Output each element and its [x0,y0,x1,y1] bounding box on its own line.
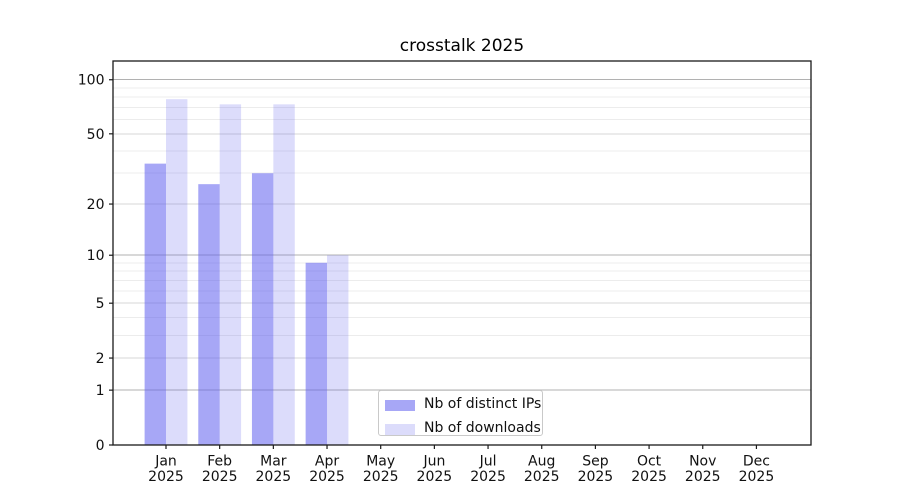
x-tick-label-month-jun: Jun [422,454,445,470]
legend: Nb of distinct IPs Nb of downloads [378,390,543,436]
gridlines-minor [113,87,811,336]
x-tick-label-year-nov: 2025 [685,469,721,485]
x-tick-label-year-sep: 2025 [578,469,614,485]
plot-border [112,60,812,446]
bar-mar-distinct-ips [251,173,274,446]
bar-jan-distinct-ips [144,163,166,445]
x-tick-label-month-may: May [366,454,395,470]
x-tick-label-month-nov: Nov [689,454,716,470]
y-tick-label-2: 2 [96,351,105,367]
x-tick-label-year-dec: 2025 [739,469,775,485]
x-axis: Jan2025Feb2025Mar2025Apr2025May2025Jun20… [148,445,774,485]
x-tick-label-month-oct: Oct [637,454,662,470]
x-tick-label-month-dec: Dec [743,454,770,470]
bar-feb-downloads [219,104,242,445]
y-tick-label-0: 0 [96,438,105,454]
legend-label-distinct-ips: Nb of distinct IPs [424,396,542,412]
x-tick-label-year-feb: 2025 [202,469,238,485]
x-tick-label-year-apr: 2025 [309,469,345,485]
x-tick-label-month-jan: Jan [154,454,177,470]
legend-swatch-downloads [385,424,415,435]
gridlines-minor-labeled [113,133,811,359]
bar-apr-distinct-ips [305,262,328,445]
bar-feb-distinct-ips [198,184,220,445]
bars [144,99,349,446]
x-tick-label-year-jul: 2025 [470,469,506,485]
x-tick-label-month-feb: Feb [207,454,232,470]
x-tick-label-year-may: 2025 [363,469,399,485]
x-tick-label-month-mar: Mar [260,454,287,470]
x-tick-label-year-oct: 2025 [631,469,667,485]
x-tick-label-month-jul: Jul [479,454,497,470]
y-tick-label-50: 50 [87,127,105,143]
chart-title: crosstalk 2025 [399,36,525,56]
y-tick-label-20: 20 [87,197,105,213]
legend-label-downloads: Nb of downloads [424,420,541,436]
x-tick-label-month-aug: Aug [528,454,555,470]
y-tick-label-5: 5 [96,296,105,312]
bar-apr-downloads [327,255,349,445]
legend-swatch-distinct-ips [385,400,415,411]
x-tick-label-month-sep: Sep [582,454,609,470]
y-tick-label-100: 100 [78,73,105,89]
x-tick-label-year-jun: 2025 [417,469,453,485]
x-tick-label-year-aug: 2025 [524,469,560,485]
x-tick-label-month-apr: Apr [315,454,339,470]
y-tick-label-1: 1 [96,383,105,399]
y-tick-label-10: 10 [87,248,105,264]
bar-jan-downloads [166,99,188,445]
x-tick-label-year-mar: 2025 [256,469,292,485]
x-tick-label-year-jan: 2025 [148,469,184,485]
bar-mar-downloads [273,104,295,445]
